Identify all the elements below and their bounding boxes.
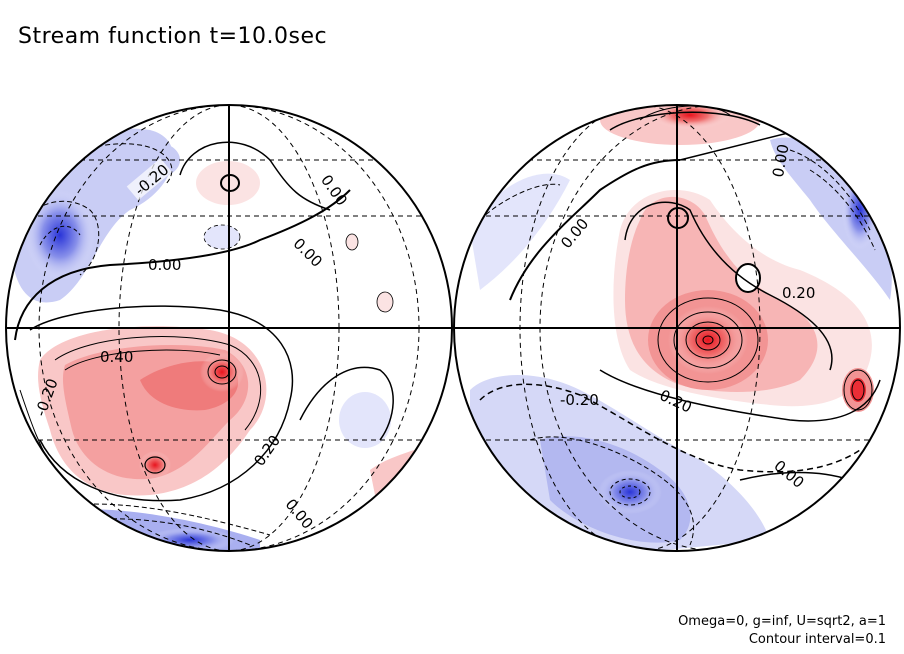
- contour-label: 0.40: [100, 348, 133, 366]
- contour-interval-text: Contour interval=0.1: [748, 632, 886, 647]
- right-globe: [454, 105, 900, 551]
- plot-title: Stream function t=10.0sec: [18, 24, 328, 49]
- right-globe-outline: [453, 104, 901, 552]
- left-globe: [6, 105, 452, 551]
- parameters-text: Omega=0, g=inf, U=sqrt2, a=1: [678, 614, 886, 629]
- contour-label: 0.20: [782, 284, 815, 302]
- contour-label: 0.00: [148, 256, 181, 274]
- contour-label: 0.00: [769, 143, 793, 179]
- contour-label: -0.20: [560, 391, 599, 409]
- left-globe-outline: [5, 104, 453, 552]
